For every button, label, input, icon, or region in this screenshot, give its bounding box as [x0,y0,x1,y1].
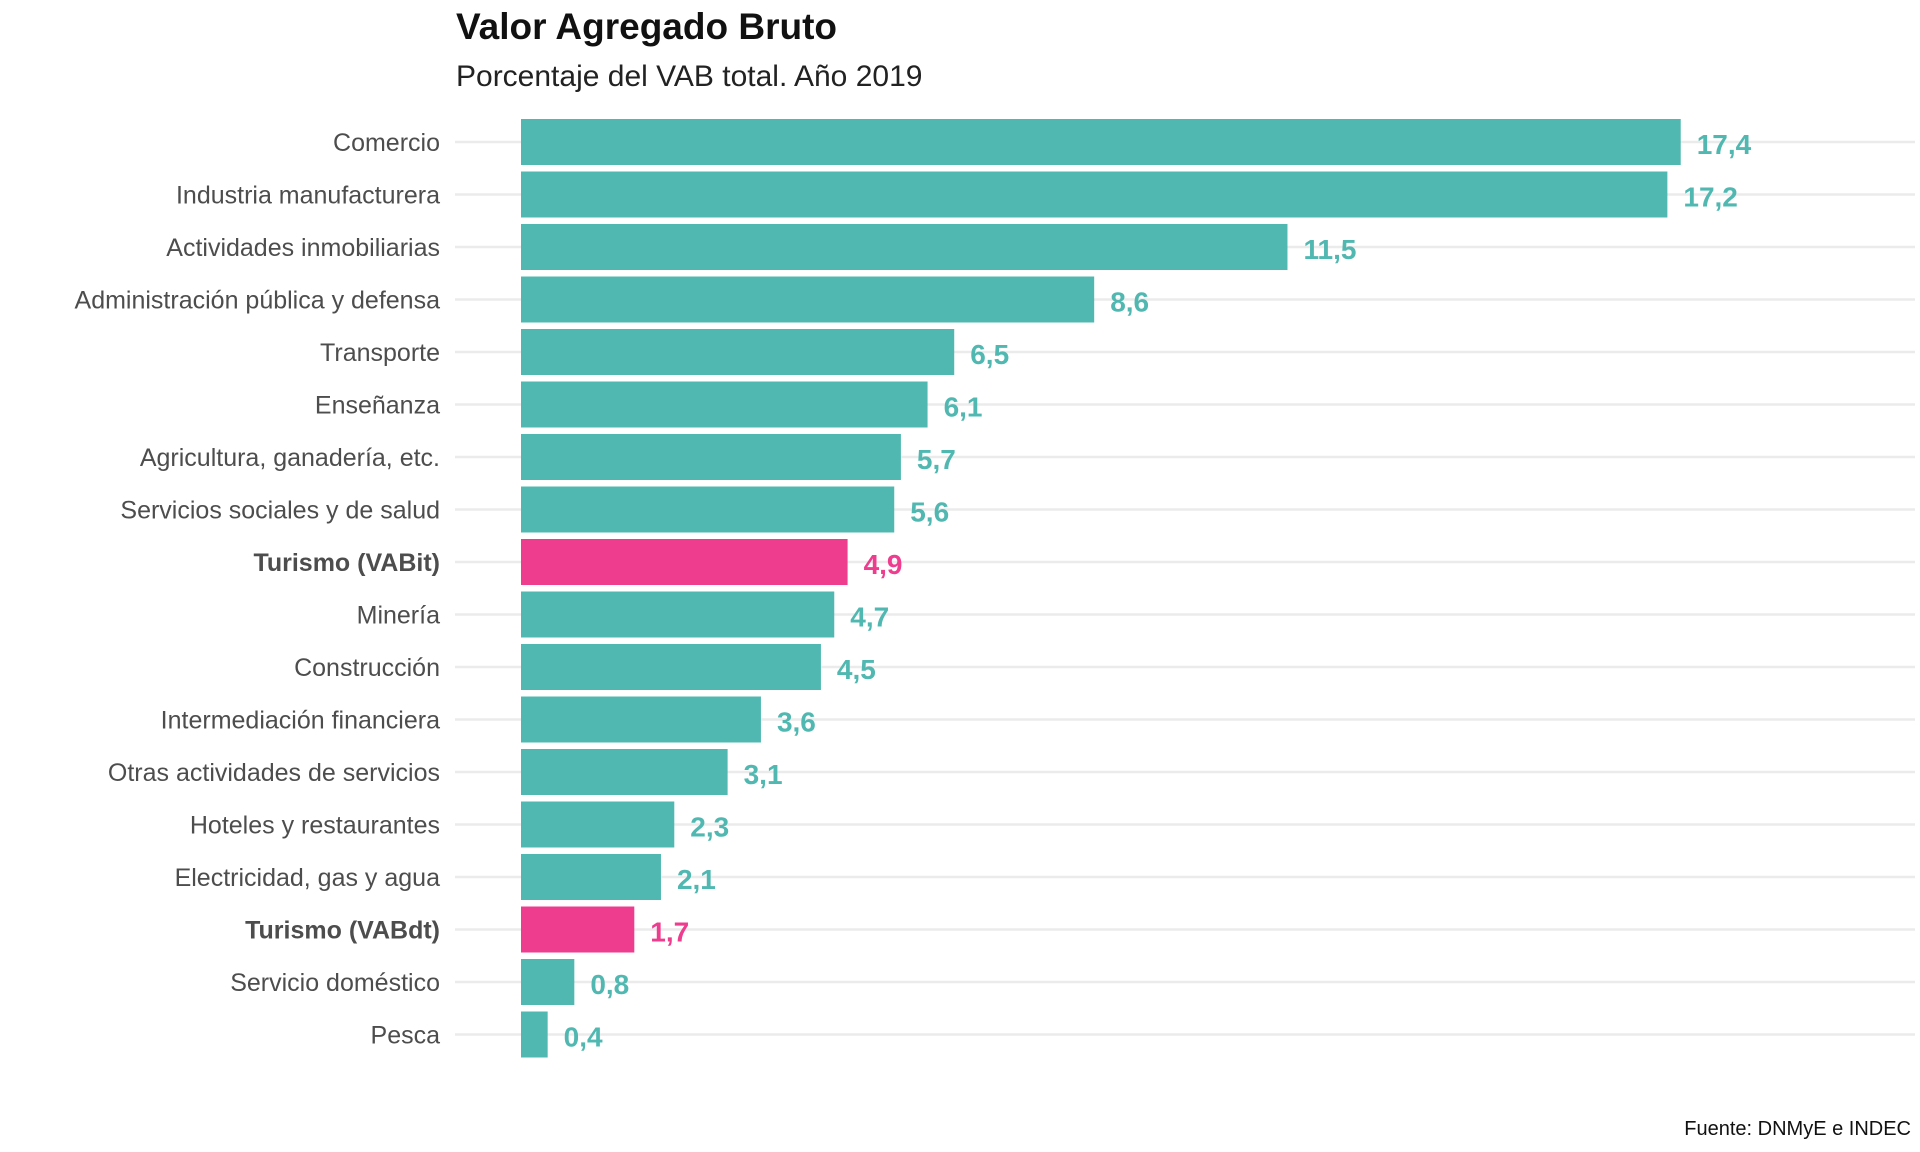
value-label-row-14: 2,3 [690,812,729,843]
value-label-row-1: 17,4 [1697,129,1752,160]
bar-row-18 [521,1011,548,1058]
chart-title: Valor Agregado Bruto [456,6,838,47]
bar-row-9 [521,539,848,585]
category-label-row-2: Industria manufacturera [176,182,440,210]
category-label-row-6: Enseñanza [315,392,440,420]
chart-subtitle: Porcentaje del VAB total. Año 2019 [456,60,923,93]
category-label-row-8: Servicios sociales y de salud [120,497,440,525]
value-label-row-5: 6,5 [970,339,1009,370]
category-label-row-10: Minería [357,602,440,630]
category-label-row-9: Turismo (VABit) [253,549,440,577]
bar-row-4 [521,276,1095,323]
value-label-row-18: 0,4 [564,1022,603,1053]
value-label-row-15: 2,1 [677,864,716,895]
category-label-row-1: Comercio [333,129,440,157]
value-label-row-2: 17,2 [1683,182,1738,213]
category-label-row-18: Pesca [371,1022,441,1050]
value-label-row-10: 4,7 [850,602,889,633]
value-label-row-7: 5,7 [917,444,956,475]
bars-layer [521,119,1681,1058]
bar-row-15 [521,854,661,900]
bar-row-16 [521,906,635,953]
category-label-row-5: Transporte [320,339,440,367]
bar-row-3 [521,224,1288,270]
category-label-row-4: Administración pública y defensa [75,287,441,315]
bar-row-2 [521,171,1668,218]
bar-row-14 [521,801,675,848]
value-label-row-3: 11,5 [1303,234,1356,265]
labels-layer: Comercio 17,4 Industria manufacturera 17,2 A… [75,129,1752,1053]
bar-row-5 [521,329,955,375]
category-label-row-7: Agricultura, ganadería, etc. [140,444,440,472]
value-label-row-4: 8,6 [1110,287,1149,318]
category-label-row-16: Turismo (VABdt) [245,917,440,945]
chart-caption: Fuente: DNMyE e INDEC [1684,1118,1911,1140]
value-label-row-16: 1,7 [650,917,689,948]
category-label-row-14: Hoteles y restaurantes [190,812,440,840]
value-label-row-9: 4,9 [864,549,903,580]
category-label-row-17: Servicio doméstico [230,969,440,997]
bar-row-1 [521,119,1681,165]
value-label-row-12: 3,6 [777,707,816,738]
category-label-row-13: Otras actividades de servicios [108,759,440,787]
value-label-row-8: 5,6 [910,497,949,528]
bar-row-11 [521,644,821,690]
bar-row-17 [521,959,575,1005]
bar-row-13 [521,749,728,795]
bar-row-6 [521,381,928,428]
bar-row-10 [521,591,835,638]
bar-row-12 [521,696,761,743]
value-label-row-13: 3,1 [744,759,783,790]
grid-layer [455,140,1915,1036]
value-label-row-17: 0,8 [590,969,629,1000]
bar-row-7 [521,434,901,480]
category-label-row-15: Electricidad, gas y agua [175,864,441,892]
category-label-row-3: Actividades inmobiliarias [166,234,440,262]
value-label-row-6: 6,1 [944,392,983,423]
value-label-row-11: 4,5 [837,654,876,685]
category-label-row-12: Intermediación financiera [161,707,440,735]
bar-row-8 [521,486,895,533]
category-label-row-11: Construcción [294,654,440,682]
